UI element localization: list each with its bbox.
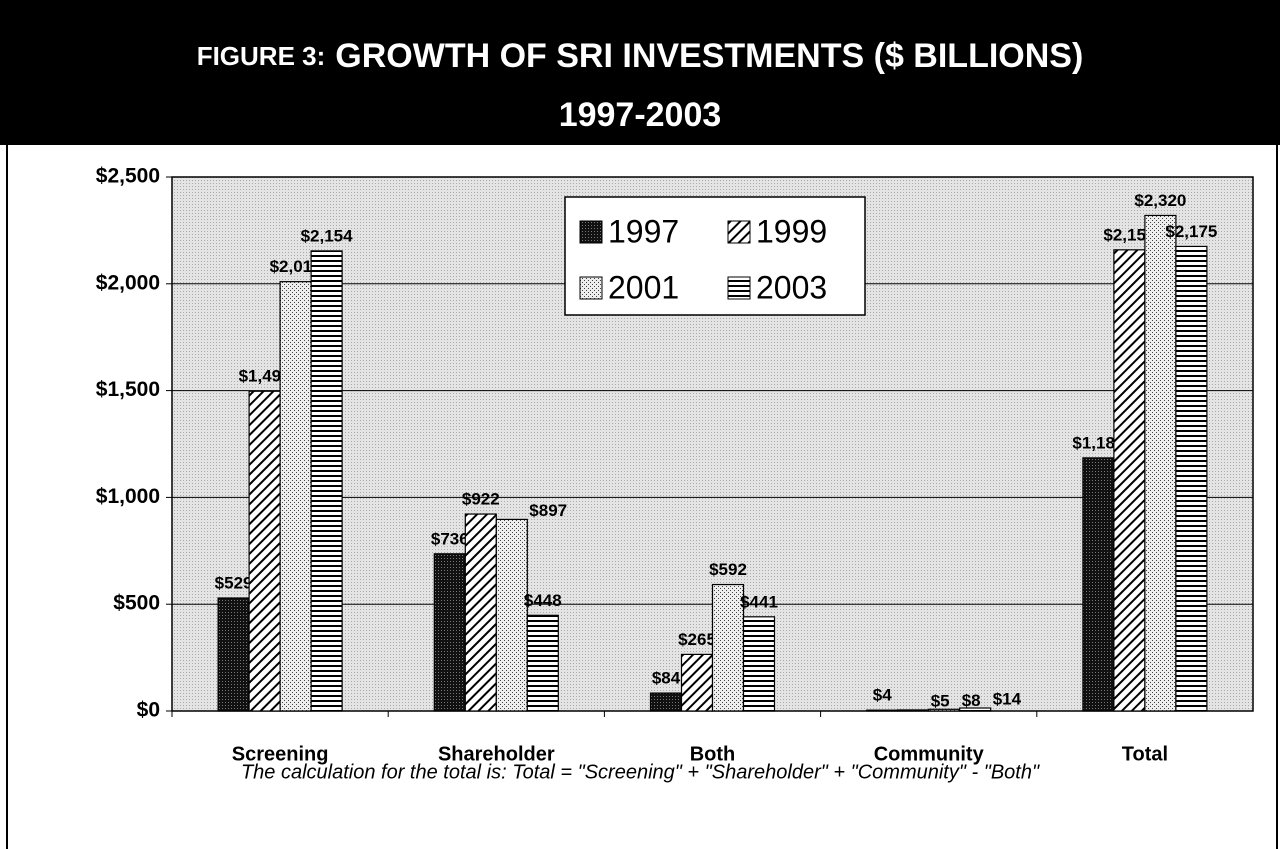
- bar: [279, 281, 312, 712]
- legend-swatch: [727, 276, 751, 300]
- bar: [433, 553, 466, 712]
- bar: [1175, 245, 1208, 712]
- y-tick-label: $500: [113, 592, 160, 615]
- value-label: $5: [931, 691, 950, 710]
- bar: [959, 707, 992, 712]
- figure-label: FIGURE 3:: [197, 41, 326, 71]
- bar: [1113, 249, 1146, 712]
- bar: [1082, 457, 1115, 712]
- x-tick-label: Community: [874, 743, 985, 765]
- value-label: $4: [873, 686, 892, 705]
- value-label: $2,010: [270, 257, 322, 276]
- legend-label: 2001: [608, 269, 679, 305]
- legend-label: 2003: [756, 269, 827, 305]
- value-label: $84: [652, 669, 681, 688]
- chart-subtitle: 1997-2003: [559, 96, 722, 134]
- value-label: $1,497: [239, 367, 291, 386]
- bar: [742, 616, 776, 712]
- value-label: $265: [678, 630, 716, 649]
- title-text: GROWTH OF SRI INVESTMENTS ($ BILLIONS): [335, 37, 1083, 75]
- bar: [248, 390, 281, 712]
- value-label: $14: [993, 689, 1022, 708]
- bar: [866, 709, 899, 712]
- y-tick-label: $0: [137, 699, 160, 722]
- y-tick-label: $2,500: [96, 165, 160, 188]
- legend-swatch: [727, 220, 751, 244]
- legend-label: 1999: [756, 213, 827, 249]
- bar: [217, 597, 250, 712]
- bar: [526, 614, 559, 712]
- value-label: $448: [524, 591, 562, 610]
- x-tick-label: Screening: [232, 743, 329, 765]
- value-label: $8: [962, 691, 981, 710]
- chart-title: FIGURE 3: GROWTH OF SRI INVESTMENTS ($ BI…: [197, 37, 1084, 75]
- bar: [711, 583, 745, 712]
- legend-label: 1997: [608, 213, 679, 249]
- x-tick-label: Total: [1122, 743, 1168, 765]
- value-label: $1,185: [1072, 433, 1124, 452]
- bar: [495, 518, 528, 712]
- value-label: $592: [709, 560, 747, 579]
- bar: [680, 653, 714, 712]
- y-tick-label: $1,000: [96, 485, 160, 508]
- value-label: $2,320: [1134, 191, 1186, 210]
- value-label: $529: [215, 573, 253, 592]
- bar: [310, 250, 343, 712]
- legend-swatch: [579, 276, 603, 300]
- y-tick-label: $1,500: [96, 378, 160, 401]
- x-tick-label: Shareholder: [438, 743, 555, 765]
- value-label: $2,159: [1103, 225, 1155, 244]
- value-label: $2,175: [1165, 222, 1217, 241]
- bar: [649, 692, 683, 712]
- bar: [928, 708, 961, 712]
- value-label: $897: [529, 501, 567, 520]
- header-band: [0, 0, 1280, 145]
- bar: [464, 513, 497, 712]
- footnote: The calculation for the total is: Total …: [241, 761, 1040, 783]
- x-tick-label: Both: [690, 743, 736, 765]
- value-label: $2,154: [301, 226, 354, 245]
- value-label: $441: [740, 592, 778, 611]
- legend-swatch: [579, 220, 603, 244]
- legend-box: [564, 196, 866, 316]
- y-tick-label: $2,000: [96, 271, 160, 294]
- bar: [897, 709, 930, 712]
- value-label: $922: [462, 490, 500, 509]
- value-label: $736: [431, 529, 469, 548]
- bar: [1144, 214, 1177, 712]
